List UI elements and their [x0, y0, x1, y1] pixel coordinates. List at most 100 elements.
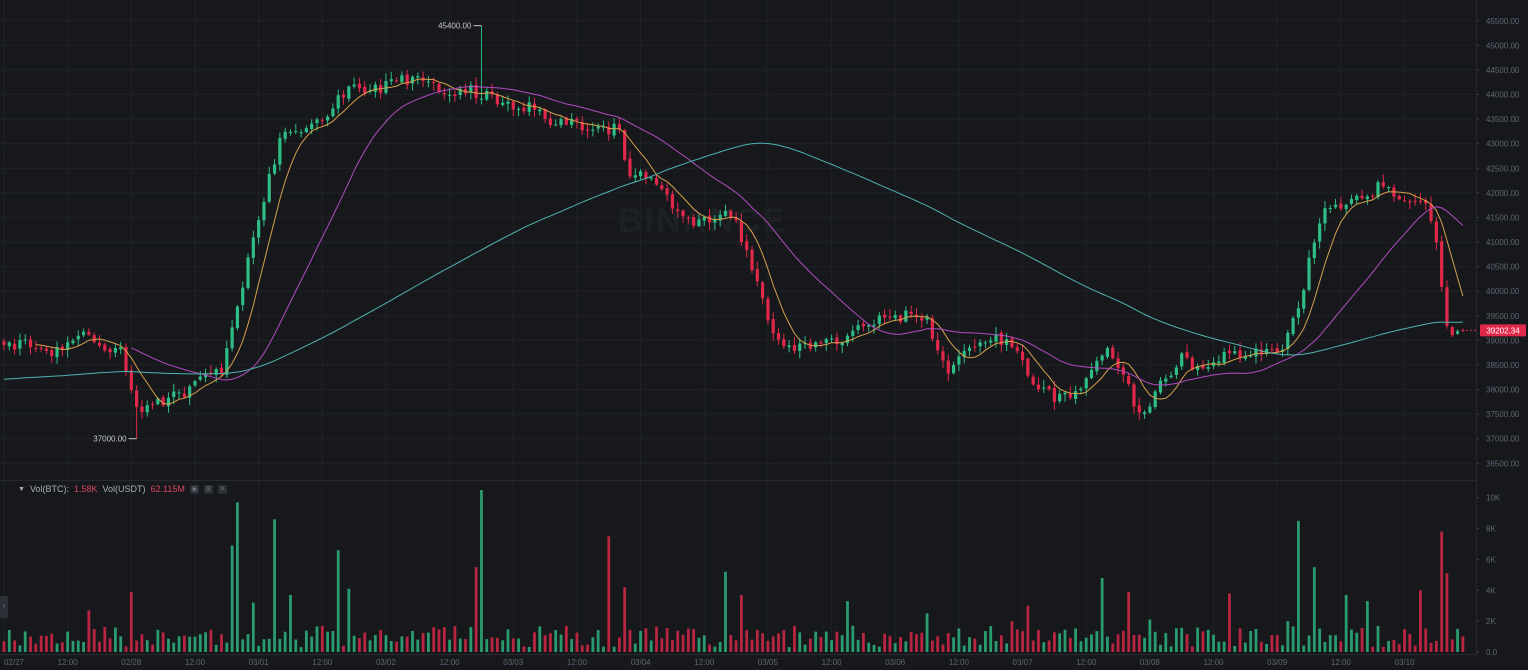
last-price-tag: 39202.34: [1466, 324, 1526, 337]
volume-bar: [1111, 643, 1115, 652]
candle-body: [792, 344, 797, 351]
candle-body: [1418, 200, 1423, 202]
candle-body: [1058, 393, 1062, 402]
volume-bar: [777, 633, 780, 652]
candle: [1100, 354, 1104, 365]
candle: [1031, 373, 1035, 386]
candle: [739, 213, 743, 246]
candle: [108, 346, 112, 360]
volume-bar: [1058, 633, 1062, 652]
volume-bar: [1206, 629, 1210, 652]
volume-bar: [182, 635, 186, 652]
volume-bar: [633, 643, 637, 652]
candle: [39, 345, 43, 352]
candle-body: [973, 346, 977, 348]
candle-body: [681, 210, 685, 217]
legend-collapse-toggle[interactable]: ▼: [18, 485, 25, 493]
volume-bar: [230, 545, 234, 652]
volume-bar: [1403, 629, 1406, 652]
volume-bar: [814, 631, 818, 652]
candle-body: [1270, 349, 1274, 351]
candle: [129, 365, 133, 394]
volume-bar: [867, 642, 871, 652]
price-axis[interactable]: 36500.00 37000.00 37500.00 38000.00 38500.00…: [1476, 17, 1520, 469]
candle: [538, 106, 542, 116]
volume-bar: [209, 629, 213, 652]
candle-body: [28, 339, 33, 348]
candle: [13, 338, 17, 355]
candle-body: [686, 217, 690, 219]
volume-bar: [1312, 567, 1316, 652]
candle-body: [124, 346, 128, 371]
candle: [66, 336, 70, 358]
volume-bar: [888, 636, 892, 652]
time-tick-label: 12:00: [440, 658, 461, 667]
volume-bar: [257, 645, 261, 652]
candle-body: [888, 316, 892, 318]
volume-bar: [750, 639, 754, 652]
candle: [920, 313, 924, 328]
volume-bar: [1440, 531, 1444, 652]
candle-body: [856, 325, 860, 330]
volume-bar: [1079, 641, 1083, 652]
candle: [1089, 362, 1094, 380]
candle-body: [1323, 208, 1327, 224]
candle: [771, 312, 775, 341]
candle-body: [166, 397, 171, 407]
candle: [819, 340, 823, 348]
volume-bar: [1397, 643, 1401, 652]
volume-bar: [665, 628, 669, 652]
volume-bar: [755, 629, 759, 652]
close-icon[interactable]: ✕: [217, 484, 227, 494]
candle: [633, 168, 637, 183]
candle: [559, 116, 563, 129]
time-tick-label: 12:00: [185, 658, 206, 667]
time-tick-label: 03/05: [758, 658, 779, 667]
volume-bar: [930, 640, 934, 652]
side-panel-toggle[interactable]: ›: [0, 596, 8, 618]
candle-body: [1005, 339, 1009, 345]
candle: [1142, 410, 1147, 419]
candle-body: [495, 94, 499, 105]
candle: [1312, 238, 1316, 264]
candle: [1424, 197, 1428, 211]
candle: [702, 215, 706, 226]
time-axis[interactable]: 02/27 12:00 02/28 12:00 03/01 12:00 03/02 12:00…: [4, 658, 1415, 667]
candle: [1185, 344, 1189, 360]
candle: [76, 330, 80, 346]
candle-body: [1259, 349, 1263, 355]
candle: [649, 176, 653, 181]
eye-icon[interactable]: ◉: [189, 484, 199, 494]
candle-body: [575, 118, 579, 121]
candle: [140, 400, 144, 419]
volume-bar: [1413, 645, 1417, 652]
volume-axis: 0.0 2K 4K 6K 8K 10K: [1476, 494, 1501, 657]
volume-bar: [427, 632, 430, 652]
candle-body: [1190, 357, 1194, 370]
gear-icon[interactable]: ⚙: [203, 484, 213, 494]
volume-bar: [899, 637, 902, 652]
candle-body: [1355, 195, 1359, 200]
volume-bar: [1318, 628, 1322, 652]
candle-body: [81, 331, 86, 336]
volume-bar: [1084, 637, 1088, 652]
volume-bar: [490, 637, 494, 652]
candle-body: [1365, 196, 1369, 200]
volume-bar: [1461, 636, 1465, 652]
candle: [1333, 198, 1338, 209]
volume-bar: [1355, 632, 1359, 652]
volume-bars: [2, 490, 1465, 652]
volume-bar: [999, 635, 1003, 652]
volume-bar: [824, 631, 828, 652]
candle-body: [1291, 318, 1295, 334]
candle: [28, 335, 33, 355]
candle-body: [241, 287, 245, 306]
volume-bar: [1106, 636, 1109, 652]
candle-body: [246, 257, 250, 289]
candle: [973, 338, 977, 352]
candle-body: [1360, 195, 1364, 199]
candle-body: [840, 343, 844, 346]
candle-body: [999, 332, 1003, 345]
candle: [251, 230, 255, 265]
